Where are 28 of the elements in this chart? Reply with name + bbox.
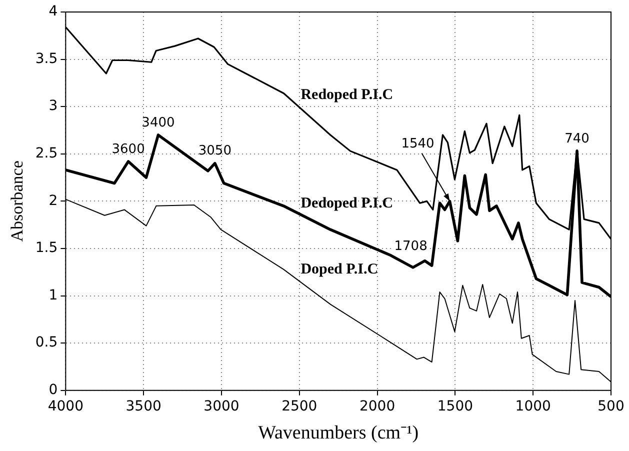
x-tick-label: 3000 xyxy=(204,398,240,414)
x-tick-label: 2500 xyxy=(282,398,318,414)
y-tick-label: 2.5 xyxy=(35,146,58,162)
annotation: 740 xyxy=(564,131,590,146)
annotation: 3600 xyxy=(112,142,145,157)
annotation: 1708 xyxy=(394,239,428,254)
x-tick-label: 3500 xyxy=(126,398,162,414)
series-label: Dedoped P.I.C xyxy=(300,195,394,212)
y-tick-label: 4 xyxy=(48,4,58,20)
x-tick-label: 2000 xyxy=(359,398,396,414)
annotation: 1540 xyxy=(401,136,434,152)
annotation: 3400 xyxy=(142,115,175,130)
y-tick-label: 0 xyxy=(48,382,58,398)
x-tick-label: 1500 xyxy=(437,398,474,414)
y-tick-label: 3.5 xyxy=(35,50,58,67)
x-axis-title: Wavenumbers (cm⁻¹) xyxy=(258,422,419,444)
y-tick-label: 1.5 xyxy=(35,240,58,256)
y-tick-label: 1 xyxy=(48,287,58,304)
x-tick-label: 1000 xyxy=(515,398,551,414)
y-tick-label: 3 xyxy=(48,98,58,114)
annotation: 3050 xyxy=(198,144,232,159)
series-label: Doped P.I.C xyxy=(300,262,378,278)
series-label: Redoped P.I.C xyxy=(300,86,394,103)
y-tick-label: 0.5 xyxy=(35,334,58,351)
y-tick-label: 2 xyxy=(48,192,58,209)
x-tick-label: 500 xyxy=(598,398,624,414)
x-tick-label: 4000 xyxy=(48,398,84,414)
y-axis-title: Absorbance xyxy=(8,160,27,242)
